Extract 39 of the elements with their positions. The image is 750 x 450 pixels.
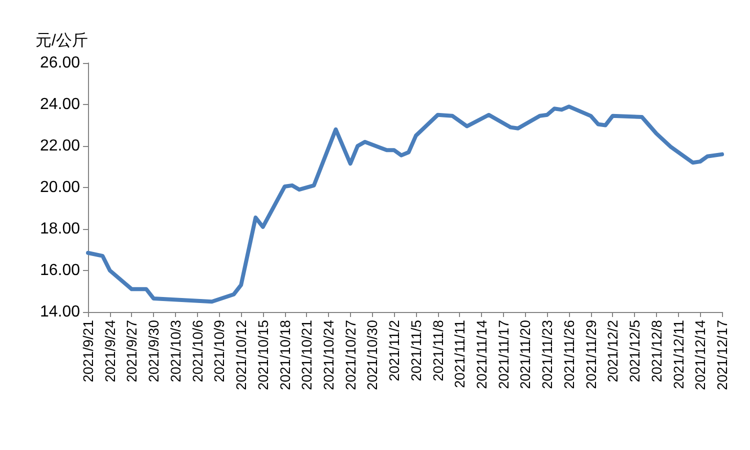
x-tick-label: 2021/12/5	[626, 320, 643, 382]
x-tick-label: 2021/10/21	[298, 320, 315, 390]
x-tick-label: 2021/10/12	[233, 320, 250, 390]
x-tick-label: 2021/10/27	[342, 320, 358, 390]
y-tick-label: 24.00	[40, 96, 80, 113]
x-tick-label: 2021/10/24	[320, 320, 336, 390]
x-tick-label: 2021/10/30	[364, 320, 380, 390]
x-tick-label: 2021/11/17	[495, 320, 512, 390]
x-tick-label: 2021/11/26	[560, 320, 577, 390]
x-tick-label: 2021/12/11	[670, 320, 686, 390]
x-tick-label: 2021/10/18	[276, 320, 293, 390]
x-tick-label: 2021/11/8	[430, 320, 446, 382]
x-tick-label: 2021/10/15	[254, 320, 271, 390]
x-tick-label: 2021/9/30	[146, 320, 162, 382]
x-tick-label: 2021/10/3	[167, 320, 184, 382]
x-tick-label: 2021/11/5	[408, 320, 424, 382]
x-tick-label: 2021/11/2	[386, 320, 402, 382]
x-tick-label: 2021/12/2	[604, 320, 621, 382]
x-tick-label: 2021/11/20	[517, 320, 534, 390]
x-tick-label: 2021/12/17	[714, 320, 730, 390]
y-tick-label: 18.00	[40, 220, 80, 238]
x-tick-label: 2021/10/9	[211, 320, 228, 382]
y-axis-title: 元/公斤	[36, 32, 88, 50]
x-tick-label: 2021/12/8	[648, 320, 664, 382]
x-tick-label: 2021/9/27	[124, 320, 140, 382]
x-tick-label: 2021/10/6	[189, 320, 206, 382]
y-tick-label: 20.00	[40, 179, 80, 196]
y-tick-label: 22.00	[40, 138, 80, 154]
line-series	[86, 104, 724, 304]
y-tick-label: 14.00	[40, 304, 80, 320]
x-tick-label: 2021/9/21	[80, 320, 96, 382]
y-tick-label: 26.00	[40, 54, 80, 72]
x-tick-label: 2021/12/14	[692, 320, 708, 390]
x-tick-label: 2021/11/29	[582, 320, 599, 390]
x-tick-label: 2021/9/24	[102, 320, 118, 382]
x-tick-label: 2021/11/23	[539, 320, 556, 390]
x-tick-label: 2021/11/14	[474, 320, 490, 390]
x-tick-label: 2021/11/11	[452, 320, 468, 388]
y-tick-label: 16.00	[40, 262, 80, 279]
